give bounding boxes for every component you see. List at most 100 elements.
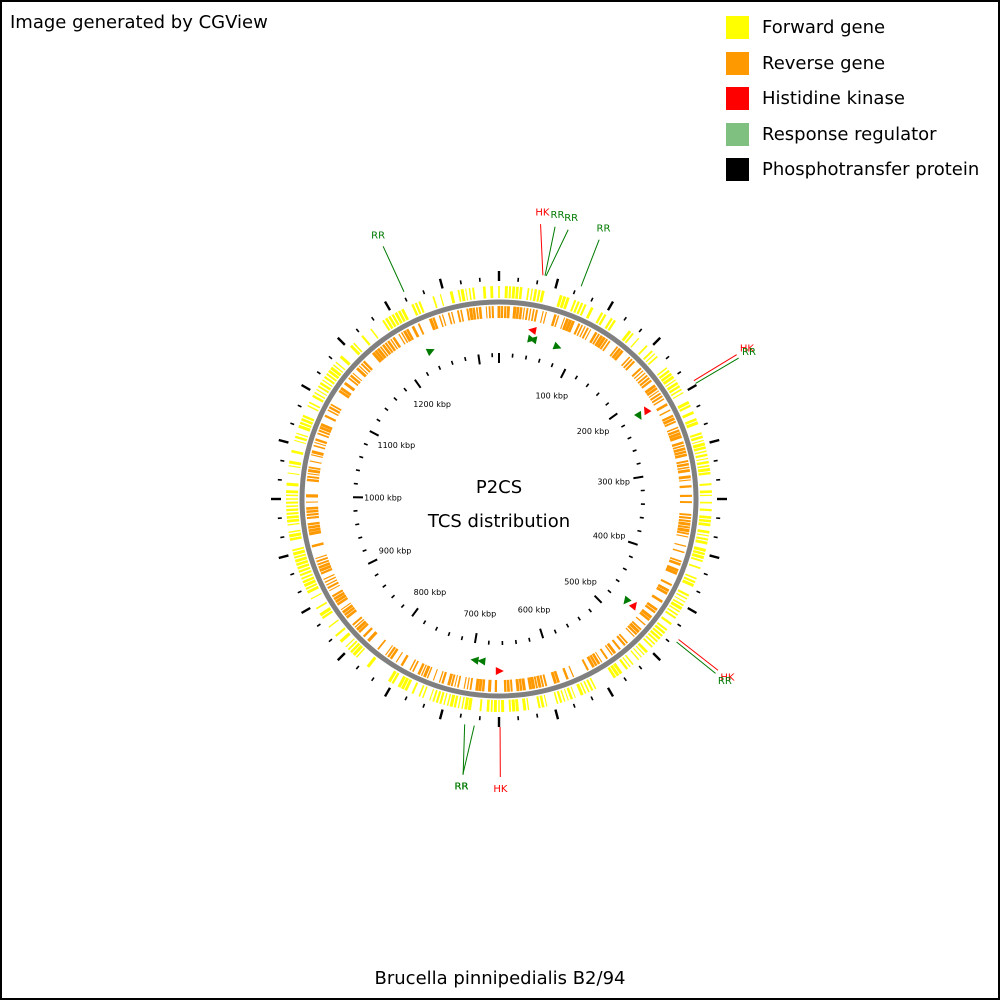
forward-gene-stripe <box>479 699 483 712</box>
reverse-gene-stripe <box>560 317 566 329</box>
reverse-gene-stripe <box>562 318 569 331</box>
forward-gene-stripe <box>693 546 707 552</box>
ruler-tick <box>627 540 638 546</box>
reverse-gene-stripe <box>669 556 682 563</box>
forward-gene-stripe <box>482 286 487 299</box>
tick-label: 200 kbp <box>577 427 610 436</box>
reverse-gene-stripe <box>679 479 692 482</box>
forward-gene-stripe <box>570 299 577 312</box>
reverse-gene-stripe <box>460 309 465 322</box>
reverse-gene-stripe <box>627 625 638 636</box>
forward-gene-stripe <box>515 286 519 299</box>
forward-gene-stripe <box>580 682 587 694</box>
reverse-gene-stripe <box>592 333 600 345</box>
reverse-gene-stripe <box>677 527 690 533</box>
reverse-gene-stripe <box>621 356 631 367</box>
forward-gene-stripe <box>685 573 697 580</box>
forward-gene-stripe <box>665 610 677 619</box>
outer-tick <box>280 536 285 539</box>
ruler-tick <box>607 589 612 594</box>
reverse-gene-stripe <box>657 583 670 593</box>
reverse-gene-stripe <box>340 602 352 611</box>
reverse-gene-stripe <box>509 679 513 692</box>
reverse-gene-stripe <box>542 311 547 324</box>
reverse-gene-stripe <box>678 518 691 523</box>
outer-tick <box>713 536 718 539</box>
reverse-gene-stripe <box>536 675 542 688</box>
forward-gene-stripe <box>698 518 711 523</box>
outer-tick <box>554 278 560 289</box>
outer-tick <box>536 713 539 718</box>
outer-tick <box>290 572 295 576</box>
reverse-gene-stripe <box>639 611 651 622</box>
outer-tick <box>371 677 375 682</box>
reverse-gene-stripe <box>307 524 321 529</box>
forward-gene-stripe <box>314 391 326 400</box>
reverse-gene-stripe <box>475 678 480 691</box>
forward-gene-stripe <box>696 457 709 462</box>
forward-gene-stripe <box>330 366 342 377</box>
outer-tick <box>297 590 302 594</box>
ruler-tick <box>553 629 557 634</box>
outer-tick <box>665 355 670 360</box>
outer-tick <box>422 290 426 295</box>
ruler-tick <box>615 578 620 583</box>
forward-gene-stripe <box>350 642 361 654</box>
forward-gene-stripe <box>339 632 351 643</box>
reverse-gene-stripe <box>618 633 628 644</box>
forward-gene-stripe <box>670 601 683 611</box>
forward-gene-stripe <box>539 695 545 708</box>
reverse-gene-stripe <box>417 663 425 675</box>
reverse-gene-stripe <box>478 678 483 692</box>
forward-gene-stripe <box>439 691 445 705</box>
outer-tick <box>652 652 662 662</box>
forward-gene-stripe <box>297 563 310 570</box>
forward-gene-stripe <box>696 536 709 541</box>
reverse-gene-stripe <box>623 358 633 369</box>
hk-label: HK <box>720 673 735 684</box>
reverse-gene-stripe <box>553 670 560 683</box>
outer-tick <box>606 687 615 698</box>
forward-gene-stripe <box>666 381 679 391</box>
reverse-gene-stripe <box>469 677 474 691</box>
reverse-gene-stripe <box>506 306 510 319</box>
forward-gene-stripe <box>689 432 702 438</box>
reverse-gene-stripe <box>676 460 689 465</box>
rr-marker <box>477 657 486 666</box>
reverse-gene-stripe <box>316 556 329 563</box>
reverse-gene-stripe <box>579 326 586 338</box>
ruler-tick <box>384 407 389 412</box>
feature-callout-line <box>695 357 739 384</box>
forward-gene-stripe <box>674 595 686 603</box>
reverse-gene-stripe <box>367 631 378 643</box>
forward-gene-stripe <box>294 556 308 563</box>
reverse-gene-stripe <box>340 386 352 397</box>
reverse-gene-stripe <box>669 434 683 442</box>
forward-gene-stripe <box>672 392 684 399</box>
forward-gene-stripe <box>306 585 319 594</box>
forward-gene-stripe <box>613 662 623 675</box>
forward-gene-stripe <box>411 682 419 694</box>
feature-callout-line <box>580 239 600 287</box>
outer-tick <box>459 280 462 285</box>
reverse-gene-stripe <box>438 670 444 683</box>
outer-tick <box>590 696 594 701</box>
ruler-tick <box>425 371 430 377</box>
ruler-tick <box>565 623 570 628</box>
forward-gene-stripe <box>457 696 462 709</box>
reverse-gene-stripe <box>568 665 575 678</box>
legend-label-phosphotransfer-protein: Phosphotransfer protein <box>762 159 980 181</box>
forward-gene-stripe <box>684 418 697 425</box>
forward-gene-stripe <box>322 379 333 388</box>
ruler-tick <box>400 604 405 609</box>
reverse-gene-stripe <box>384 342 394 354</box>
reverse-gene-stripe <box>466 308 471 321</box>
rr-label: RR <box>564 213 578 224</box>
reverse-gene-stripe <box>487 679 492 692</box>
outer-tick <box>328 355 333 360</box>
legend-item-forward-gene: Forward gene <box>726 10 979 46</box>
outer-tick <box>606 300 615 311</box>
forward-gene-stripe <box>347 640 358 651</box>
outer-tick <box>404 297 408 302</box>
forward-gene-stripe <box>421 686 428 699</box>
